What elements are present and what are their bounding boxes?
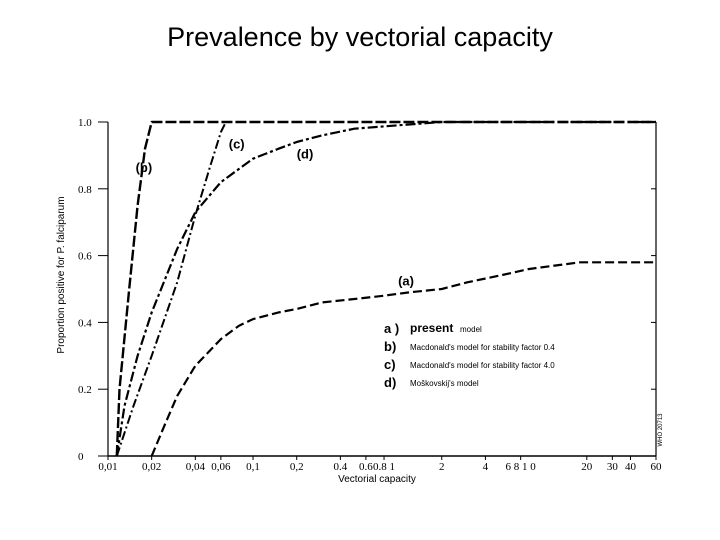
x-tick-label: 4 <box>483 461 489 473</box>
x-tick-label: 0,2 <box>290 461 304 473</box>
legend-key: d) <box>384 375 396 390</box>
y-tick-label: 0 <box>78 451 84 463</box>
y-axis-label: Proportion positive for P. falciparum <box>56 196 67 353</box>
legend-entry-suffix: model <box>460 325 482 334</box>
curve-labels: (a) (b) (c) (d) <box>136 137 414 289</box>
y-tick-label: 1.0 <box>78 117 92 129</box>
x-tick-label: 2 <box>439 461 445 473</box>
plot-frame <box>107 122 657 457</box>
x-tick-label: 20 <box>581 461 593 473</box>
y-tick-label: 0.2 <box>78 384 92 396</box>
x-tick-label: 30 <box>607 461 619 473</box>
x-tick-label: 0,02 <box>142 461 161 473</box>
curve-label: (a) <box>398 274 414 289</box>
x-tick-label: 0.8 1 <box>373 461 395 473</box>
y-axis-ticks: 0 0.2 0.4 0.6 0.8 1.0 <box>78 117 656 463</box>
x-tick-label: 0,1 <box>246 461 260 473</box>
legend-entry-text: present <box>410 321 453 335</box>
y-tick-label: 0.4 <box>78 317 92 329</box>
x-tick-label: 60 <box>651 461 663 473</box>
x-axis-ticks: 0,01 0,02 0,04 0,06 0,1 0,2 0.4 0.6 0.8 1 2 4 6 8 1… <box>98 456 662 473</box>
x-axis-label: Vectorial capacity <box>338 474 416 485</box>
legend-key: b) <box>384 339 396 354</box>
legend: a ) present model b) Macdonald's model for s… <box>384 321 555 390</box>
side-note: WHO 20713 <box>658 413 664 447</box>
legend-entry-text: Moškovskij's model <box>410 379 479 388</box>
series-line-b <box>115 120 656 457</box>
x-tick-label: 0.6 <box>359 461 373 473</box>
series-line-d <box>115 120 656 457</box>
legend-key: a ) <box>384 321 399 336</box>
curve-label: (c) <box>229 137 245 152</box>
x-tick-label: 0,06 <box>211 461 231 473</box>
y-tick-label: 0.6 <box>78 251 92 263</box>
legend-key: c) <box>384 357 396 372</box>
legend-entry-text: Macdonald's model for stability factor 0… <box>410 343 555 352</box>
series-layer <box>115 120 656 457</box>
x-tick-label: 6 8 1 0 <box>506 461 537 473</box>
legend-entry-text: Macdonald's model for stability factor 4… <box>410 361 555 370</box>
x-tick-label: 0,01 <box>98 461 117 473</box>
x-tick-label: 0.4 <box>333 461 347 473</box>
curve-label: (b) <box>136 160 153 175</box>
series-line-a <box>150 261 656 457</box>
curve-label: (d) <box>297 147 314 162</box>
slide-title: Prevalence by vectorial capacity <box>167 22 553 52</box>
series-line-c <box>115 121 227 457</box>
x-tick-label: 0,04 <box>186 461 206 473</box>
y-tick-label: 0.8 <box>78 184 92 196</box>
x-tick-label: 40 <box>625 461 637 473</box>
